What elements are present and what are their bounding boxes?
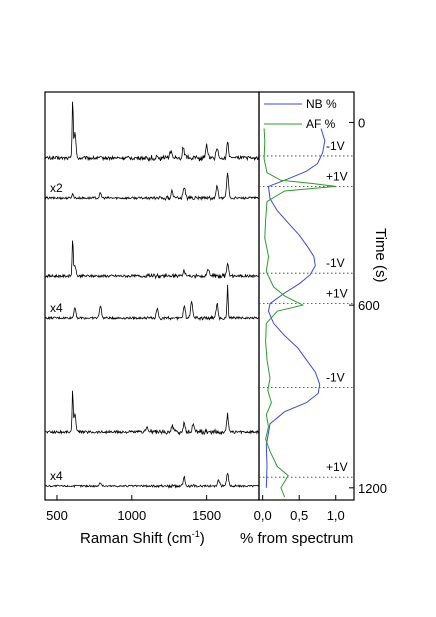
- composition-plot-frame: [258, 91, 355, 501]
- raman-spectrum-1: [44, 101, 260, 162]
- composition-x-tick-label: 0,0: [254, 508, 272, 523]
- spectra-x-tick-label: 500: [46, 508, 68, 523]
- voltage-step-label: +1V: [326, 169, 348, 183]
- voltage-step-label: -1V: [326, 370, 345, 384]
- legend-label-af: AF %: [306, 117, 336, 131]
- spectrum-scale-label: x4: [50, 301, 63, 315]
- legend-label-nb: NB %: [306, 97, 337, 111]
- spectra-x-tick-label: 1000: [117, 508, 146, 523]
- spectrum-scale-label: x2: [50, 181, 63, 195]
- spectra-x-axis-label: Raman Shift (cm-1): [80, 529, 205, 547]
- raman-spectra-panel: x2 x4 x4 500 1000 1500 Raman Shift (cm-1): [44, 91, 260, 547]
- composition-x-tick-label: 1,0: [327, 508, 345, 523]
- legend: NB % AF %: [264, 97, 337, 131]
- voltage-step-label: +1V: [326, 287, 348, 301]
- voltage-step-label: +1V: [326, 460, 348, 474]
- af-percent-line: [263, 128, 336, 498]
- composition-x-tick-label: 0,5: [290, 508, 308, 523]
- nb-percent-line: [265, 128, 326, 488]
- raman-spectrum-4: [44, 284, 259, 321]
- time-axis-label: Time (s): [372, 228, 389, 282]
- spectra-x-axis-label-close: ): [200, 530, 205, 547]
- spectra-x-axis-label-superscript: -1: [192, 529, 200, 539]
- composition-panel: 0,0 0,5 1,0 0 600 1200 -1V +1V -1V +1V -1V +1V NB…: [240, 91, 389, 547]
- raman-spectrum-2: [44, 172, 259, 202]
- voltage-step-label: -1V: [326, 139, 345, 153]
- raman-spectrum-5: [44, 390, 260, 436]
- raman-spectrum-6: [44, 472, 259, 489]
- spectrum-scale-label: x4: [50, 469, 63, 483]
- spectra-x-tick-label: 1500: [192, 508, 221, 523]
- time-tick-label: 600: [358, 298, 380, 313]
- raman-spectrum-3: [44, 240, 259, 280]
- time-tick-label: 1200: [358, 481, 387, 496]
- composition-x-axis-label: % from spectrum: [240, 530, 353, 547]
- time-tick-label: 0: [358, 115, 365, 130]
- voltage-step-label: -1V: [326, 256, 345, 270]
